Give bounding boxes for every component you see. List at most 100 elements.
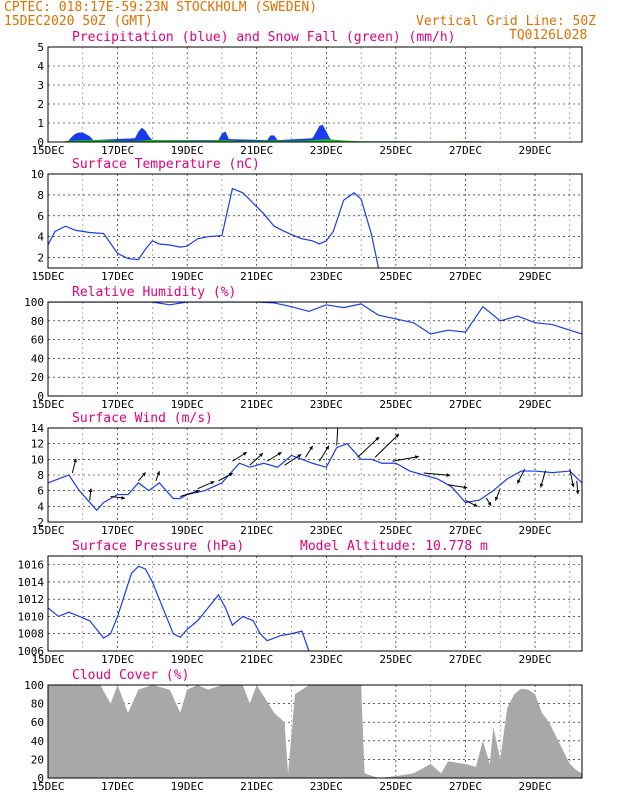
y-tick-label: 40: [31, 735, 44, 748]
x-tick-label: 19DEC: [171, 270, 204, 283]
y-tick-label: 0: [37, 390, 44, 403]
y-tick-label: 3: [37, 79, 44, 92]
x-tick-label: 15DEC: [31, 524, 64, 537]
rh-title: Relative Humidity (%): [72, 285, 236, 300]
rh-series: [48, 302, 582, 335]
x-tick-label: 15DEC: [31, 270, 64, 283]
wind-frame: [47, 427, 583, 523]
x-tick-label: 27DEC: [449, 653, 482, 666]
wind-arrow-head: [539, 483, 544, 488]
y-tick-label: 2: [37, 98, 44, 111]
x-tick-label: 21DEC: [240, 270, 273, 283]
wind-arrow-head: [375, 436, 380, 441]
x-tick-label: 29DEC: [518, 524, 551, 537]
pressure-title: Surface Pressure (hPa): [72, 539, 244, 554]
wind-arrow-head: [242, 452, 247, 456]
x-tick-label: 23DEC: [310, 398, 343, 411]
x-tick-label: 23DEC: [310, 780, 343, 793]
header-station: CPTEC: 018:17E-59:23N STOCKHOLM (SWEDEN): [4, 0, 317, 15]
x-tick-label: 25DEC: [379, 524, 412, 537]
x-tick-label: 29DEC: [518, 398, 551, 411]
y-tick-label: 5: [37, 41, 44, 54]
x-tick-label: 15DEC: [31, 398, 64, 411]
wind-arrow: [374, 433, 400, 458]
y-tick-label: 100: [24, 296, 44, 309]
y-tick-label: 80: [31, 315, 44, 328]
x-tick-label: 17DEC: [101, 144, 134, 157]
wind-arrow-head: [259, 453, 263, 457]
y-tick-label: 4: [37, 60, 44, 73]
header-grid-note: Vertical Grid Line: 50Z: [416, 14, 596, 29]
x-tick-label: 15DEC: [31, 144, 64, 157]
wind-arrow-head: [517, 479, 521, 484]
x-tick-label: 19DEC: [171, 144, 204, 157]
y-tick-label: 1012: [18, 593, 45, 606]
y-tick-label: 4: [37, 500, 44, 513]
wind-arrow-head: [446, 473, 451, 477]
x-tick-label: 29DEC: [518, 270, 551, 283]
panels: Precipitation (blue) and Snow Fall (gree…: [18, 30, 583, 793]
wind-arrow: [336, 428, 339, 446]
wind-arrow-head: [228, 473, 233, 477]
wind-arrow-head: [395, 433, 400, 438]
y-tick-label: 1016: [18, 559, 45, 572]
x-tick-label: 25DEC: [379, 398, 412, 411]
y-tick-label: 1014: [18, 576, 45, 589]
x-tick-label: 23DEC: [310, 653, 343, 666]
cloud-panel: Cloud Cover (%) 15DEC 17DEC 19DEC 21DEC 23DEC…: [24, 668, 583, 793]
y-tick-label: 8: [37, 189, 44, 202]
x-tick-label: 17DEC: [101, 270, 134, 283]
x-tick-label: 17DEC: [101, 653, 134, 666]
wind-arrow-head: [494, 496, 499, 501]
wind-arrow-head: [195, 489, 200, 494]
x-tick-label: 21DEC: [240, 780, 273, 793]
wind-arrow-head: [575, 490, 580, 495]
wind-arrow-head: [570, 483, 575, 488]
wind-arrow-head: [309, 445, 313, 450]
x-tick-label: 19DEC: [171, 653, 204, 666]
y-tick-label: 14: [31, 422, 45, 435]
temp-series: [48, 187, 380, 268]
wind-arrow-head: [156, 471, 161, 476]
y-tick-label: 60: [31, 334, 44, 347]
precip-panel: Precipitation (blue) and Snow Fall (gree…: [31, 30, 583, 157]
y-tick-label: 1008: [18, 628, 45, 641]
x-tick-label: 17DEC: [101, 780, 134, 793]
y-tick-label: 0: [37, 772, 44, 785]
wind-arrow-head: [210, 481, 215, 485]
y-tick-label: 2: [37, 252, 44, 265]
pressure-series: [48, 565, 310, 651]
x-tick-label: 25DEC: [379, 270, 412, 283]
wind-arrow-head: [463, 485, 468, 490]
wind-line: [48, 442, 582, 512]
y-tick-label: 20: [31, 753, 44, 766]
x-tick-label: 25DEC: [379, 780, 412, 793]
x-tick-label: 15DEC: [31, 780, 64, 793]
pressure-line: [48, 565, 310, 651]
x-tick-label: 15DEC: [31, 653, 64, 666]
wind-arrow-head: [141, 472, 146, 477]
cloud-series: [48, 685, 582, 778]
temp-panel: Surface Temperature (nC) 15DEC 17DEC 19DEC 2…: [31, 157, 583, 283]
x-tick-label: 23DEC: [310, 524, 343, 537]
wind-arrow-head: [73, 458, 77, 463]
y-tick-label: 60: [31, 716, 44, 729]
x-tick-label: 21DEC: [240, 144, 273, 157]
x-tick-label: 29DEC: [518, 144, 551, 157]
x-tick-label: 21DEC: [240, 653, 273, 666]
y-tick-label: 1010: [18, 610, 45, 623]
x-tick-label: 21DEC: [240, 524, 273, 537]
wind-arrow-head: [277, 452, 282, 456]
x-tick-label: 23DEC: [310, 270, 343, 283]
pressure-subtitle: Model Altitude: 10.778 m: [300, 539, 488, 554]
x-tick-label: 29DEC: [518, 653, 551, 666]
wind-arrow-head: [415, 455, 419, 459]
y-tick-label: 4: [37, 231, 44, 244]
y-tick-label: 1: [37, 117, 44, 130]
temp-title: Surface Temperature (nC): [72, 157, 260, 172]
temp-line: [48, 187, 380, 268]
x-tick-label: 17DEC: [101, 398, 134, 411]
x-tick-label: 27DEC: [449, 524, 482, 537]
pressure-frame: [47, 555, 583, 652]
